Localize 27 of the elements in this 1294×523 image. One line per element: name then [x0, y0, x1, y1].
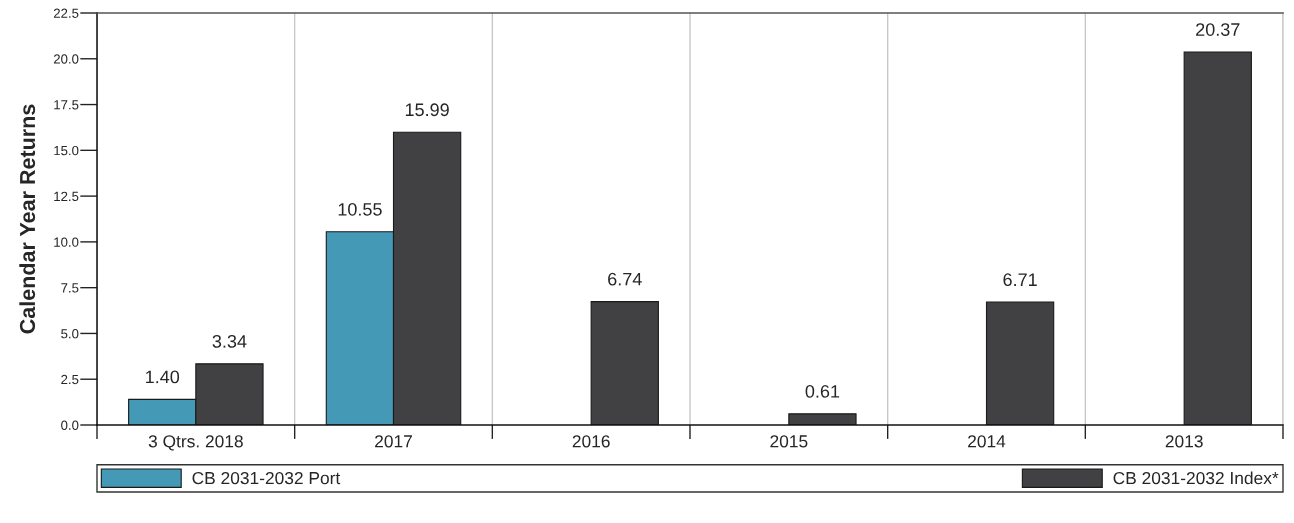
y-tick-label: 22.5 — [53, 8, 79, 18]
data-label: 15.99 — [405, 103, 449, 117]
y-tick-label: 5.0 — [61, 329, 79, 339]
data-label: 3.34 — [212, 334, 247, 348]
y-axis-title: Calendar Year Returns — [19, 104, 36, 334]
data-label: 6.74 — [608, 272, 642, 286]
data-label: 6.71 — [1003, 273, 1037, 287]
legend-label: CB 2031-2032 Index* — [1113, 471, 1279, 485]
data-label: 1.40 — [146, 370, 180, 384]
legend-label: CB 2031-2032 Port — [192, 471, 341, 485]
x-tick-label: 3 Qtrs. 2018 — [148, 435, 243, 451]
x-tick-label: 2014 — [968, 435, 1006, 448]
y-tick-label: 10.0 — [54, 237, 79, 247]
x-tick-label: 2015 — [770, 435, 808, 448]
data-label: 0.61 — [805, 384, 840, 398]
y-tick-label: 15.0 — [54, 145, 79, 156]
y-tick-label: 12.5 — [54, 191, 79, 202]
y-tick-label: 0.0 — [61, 420, 79, 430]
x-tick-label: 2017 — [375, 435, 412, 448]
y-tick-label: 20.0 — [53, 54, 79, 64]
y-tick-label: 2.5 — [61, 374, 79, 385]
y-tick-label: 17.5 — [54, 100, 79, 110]
y-tick-label: 7.5 — [61, 283, 79, 293]
data-label: 10.55 — [338, 202, 382, 216]
x-tick-label: 2013 — [1165, 435, 1203, 448]
data-label: 20.37 — [1196, 23, 1240, 36]
x-tick-label: 2016 — [572, 435, 610, 448]
